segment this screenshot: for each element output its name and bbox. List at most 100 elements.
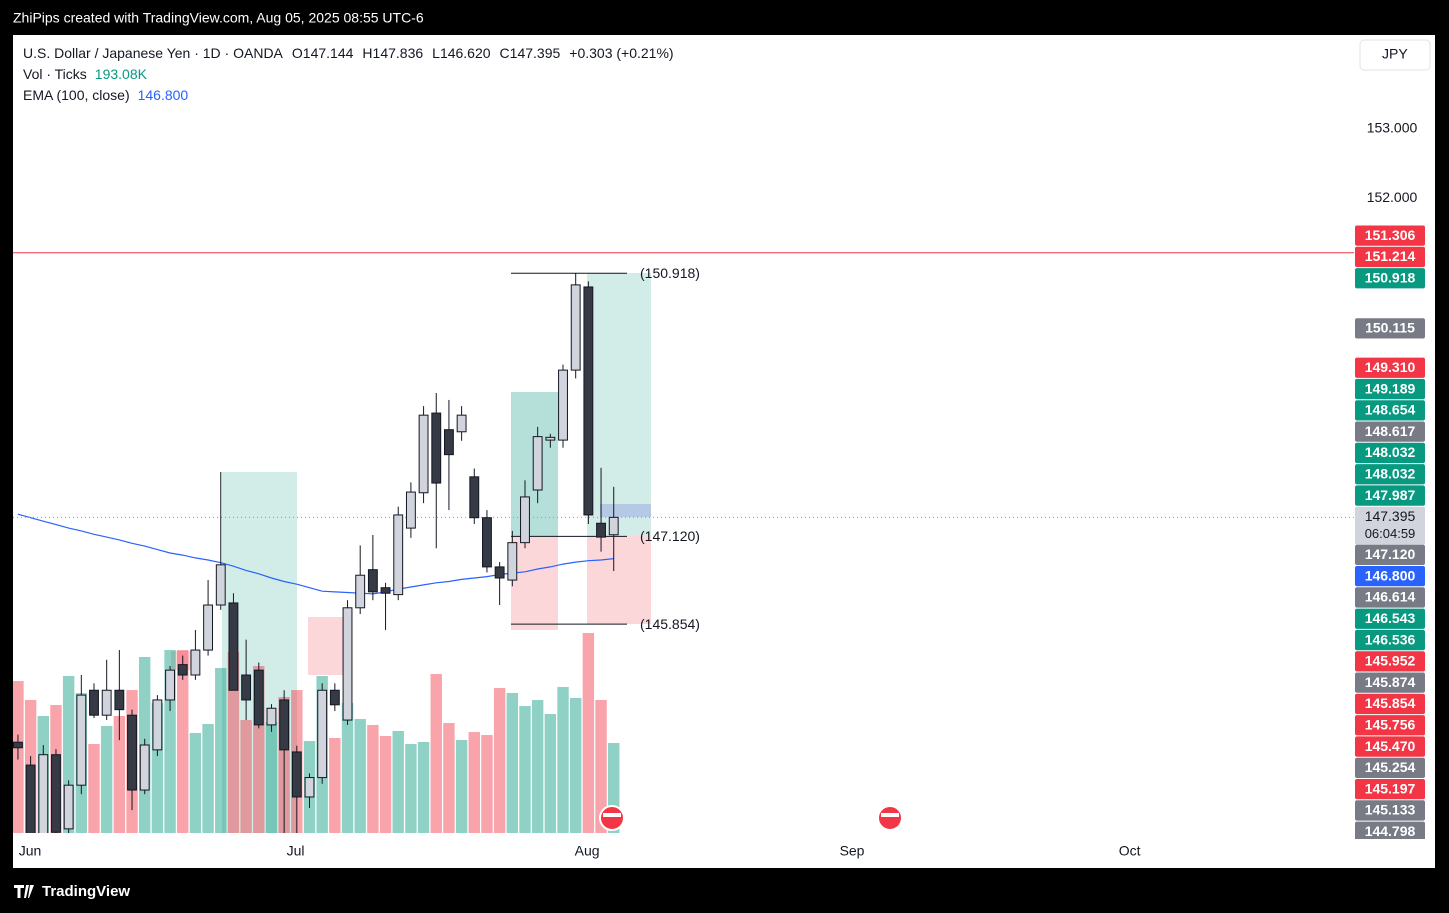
price-label: 145.952 bbox=[1365, 653, 1416, 669]
price-label: 148.032 bbox=[1365, 444, 1416, 460]
ohlc-key: L bbox=[432, 45, 440, 61]
candle-body bbox=[177, 664, 188, 676]
candle-body bbox=[304, 777, 315, 798]
candle-body bbox=[291, 751, 302, 798]
y-tick-label: 153.000 bbox=[1367, 120, 1418, 136]
volume-bar bbox=[544, 713, 557, 833]
volume-bar bbox=[569, 697, 582, 833]
position-box bbox=[587, 273, 651, 536]
volume-bar bbox=[595, 699, 607, 833]
legend-volume-row: Vol · Ticks 193.08K bbox=[23, 66, 148, 82]
candle-body bbox=[241, 674, 252, 701]
candle-body bbox=[469, 476, 480, 519]
candle-body bbox=[127, 714, 137, 791]
candle-body bbox=[190, 649, 201, 676]
price-label: 150.918 bbox=[1365, 269, 1416, 285]
price-label: 148.032 bbox=[1365, 465, 1416, 481]
ohlc-value: 146.620 bbox=[440, 45, 491, 61]
price-label: 145.756 bbox=[1365, 716, 1416, 732]
candle-body bbox=[165, 669, 175, 701]
price-label: 145.133 bbox=[1365, 802, 1416, 818]
header-title: ZhiPips created with TradingView.com, Au… bbox=[13, 10, 424, 26]
volume-bar bbox=[367, 724, 379, 833]
candle-body bbox=[329, 689, 340, 706]
flag-stripe bbox=[603, 813, 621, 817]
price-label-box bbox=[1355, 736, 1425, 757]
ohlc-value: 147.836 bbox=[373, 45, 424, 61]
price-label-box bbox=[1355, 464, 1425, 485]
x-tick-label: Oct bbox=[1119, 843, 1141, 859]
candle-body bbox=[545, 436, 556, 441]
price-label: 145.254 bbox=[1365, 759, 1416, 775]
legend-symbol-row: U.S. Dollar / Japanese Yen · 1D · OANDA O… bbox=[23, 45, 674, 61]
volume-bar bbox=[215, 668, 227, 833]
volume-value: 193.08K bbox=[95, 66, 148, 82]
price-label: 147.987 bbox=[1365, 487, 1416, 503]
volume-bar bbox=[455, 739, 468, 833]
candle-body bbox=[405, 491, 416, 529]
price-label-box bbox=[1355, 378, 1425, 400]
footer-logo: TradingView bbox=[42, 883, 130, 900]
x-tick-label: Jun bbox=[19, 843, 42, 859]
price-label-box bbox=[1355, 821, 1425, 839]
candle-body bbox=[63, 784, 74, 830]
price-label-box bbox=[1355, 672, 1425, 693]
candle-body bbox=[317, 689, 328, 779]
volume-bar bbox=[481, 735, 493, 833]
price-label-box bbox=[1355, 693, 1425, 715]
price-label: 146.800 bbox=[1365, 567, 1416, 583]
candle-body bbox=[596, 522, 606, 538]
currency-button[interactable] bbox=[1359, 39, 1431, 71]
candle-body bbox=[367, 569, 378, 593]
price-axis: 151.306 151.214 150.918 150.115 149.310 149.1… bbox=[1355, 225, 1425, 839]
price-label-box bbox=[1355, 442, 1425, 464]
price-label: 149.310 bbox=[1365, 359, 1416, 375]
volume-bar bbox=[430, 673, 442, 833]
symbol: U.S. Dollar / Japanese Yen · 1D · OANDA bbox=[23, 45, 284, 61]
currency-label: JPY bbox=[1382, 46, 1408, 62]
price-label: 151.306 bbox=[1365, 227, 1416, 243]
x-tick-label: Jul bbox=[287, 843, 305, 859]
candle-body bbox=[13, 741, 23, 749]
ohlc-key: C bbox=[500, 45, 510, 61]
price-label-box bbox=[1355, 587, 1425, 608]
event-flag[interactable] bbox=[877, 805, 903, 831]
volume-bar bbox=[443, 722, 455, 833]
candle-body bbox=[456, 414, 467, 433]
volume-bar bbox=[417, 741, 430, 833]
candle-body bbox=[203, 604, 214, 651]
price-label: 145.197 bbox=[1365, 780, 1416, 796]
ohlc-key: O bbox=[292, 45, 303, 61]
flag-stripe bbox=[881, 813, 899, 817]
price-label: 146.543 bbox=[1365, 610, 1416, 626]
candle-body bbox=[494, 566, 505, 579]
volume-name: Vol · Ticks bbox=[23, 66, 87, 82]
candle-body bbox=[443, 429, 454, 456]
volume-bar bbox=[177, 650, 189, 833]
price-label-box bbox=[1355, 651, 1425, 672]
price-label: 147.120 bbox=[1365, 546, 1416, 562]
candle-body bbox=[139, 744, 150, 791]
ohlc-key: H bbox=[362, 45, 372, 61]
candle-body bbox=[520, 496, 530, 544]
candle-body bbox=[89, 689, 99, 716]
volume-bar bbox=[531, 699, 544, 833]
volume-bar bbox=[329, 737, 341, 833]
candle-body bbox=[76, 694, 87, 786]
candle-body bbox=[279, 699, 290, 751]
candle-body bbox=[342, 607, 353, 721]
y-tick-label: 152.000 bbox=[1367, 189, 1418, 205]
event-flag[interactable] bbox=[599, 805, 625, 831]
price-label: 146.536 bbox=[1365, 631, 1416, 647]
candle-body bbox=[431, 412, 442, 484]
candle-body bbox=[51, 754, 61, 833]
price-label-box bbox=[1355, 421, 1425, 442]
volume-bar bbox=[62, 675, 75, 833]
countdown: 06:04:59 bbox=[1365, 526, 1416, 541]
price-label-box bbox=[1355, 506, 1425, 545]
price-label-box bbox=[1355, 246, 1425, 268]
price-label: 145.854 bbox=[1365, 695, 1416, 711]
volume-bar bbox=[189, 733, 202, 833]
candle-body bbox=[228, 602, 239, 691]
level-label: (145.854) bbox=[640, 616, 700, 632]
